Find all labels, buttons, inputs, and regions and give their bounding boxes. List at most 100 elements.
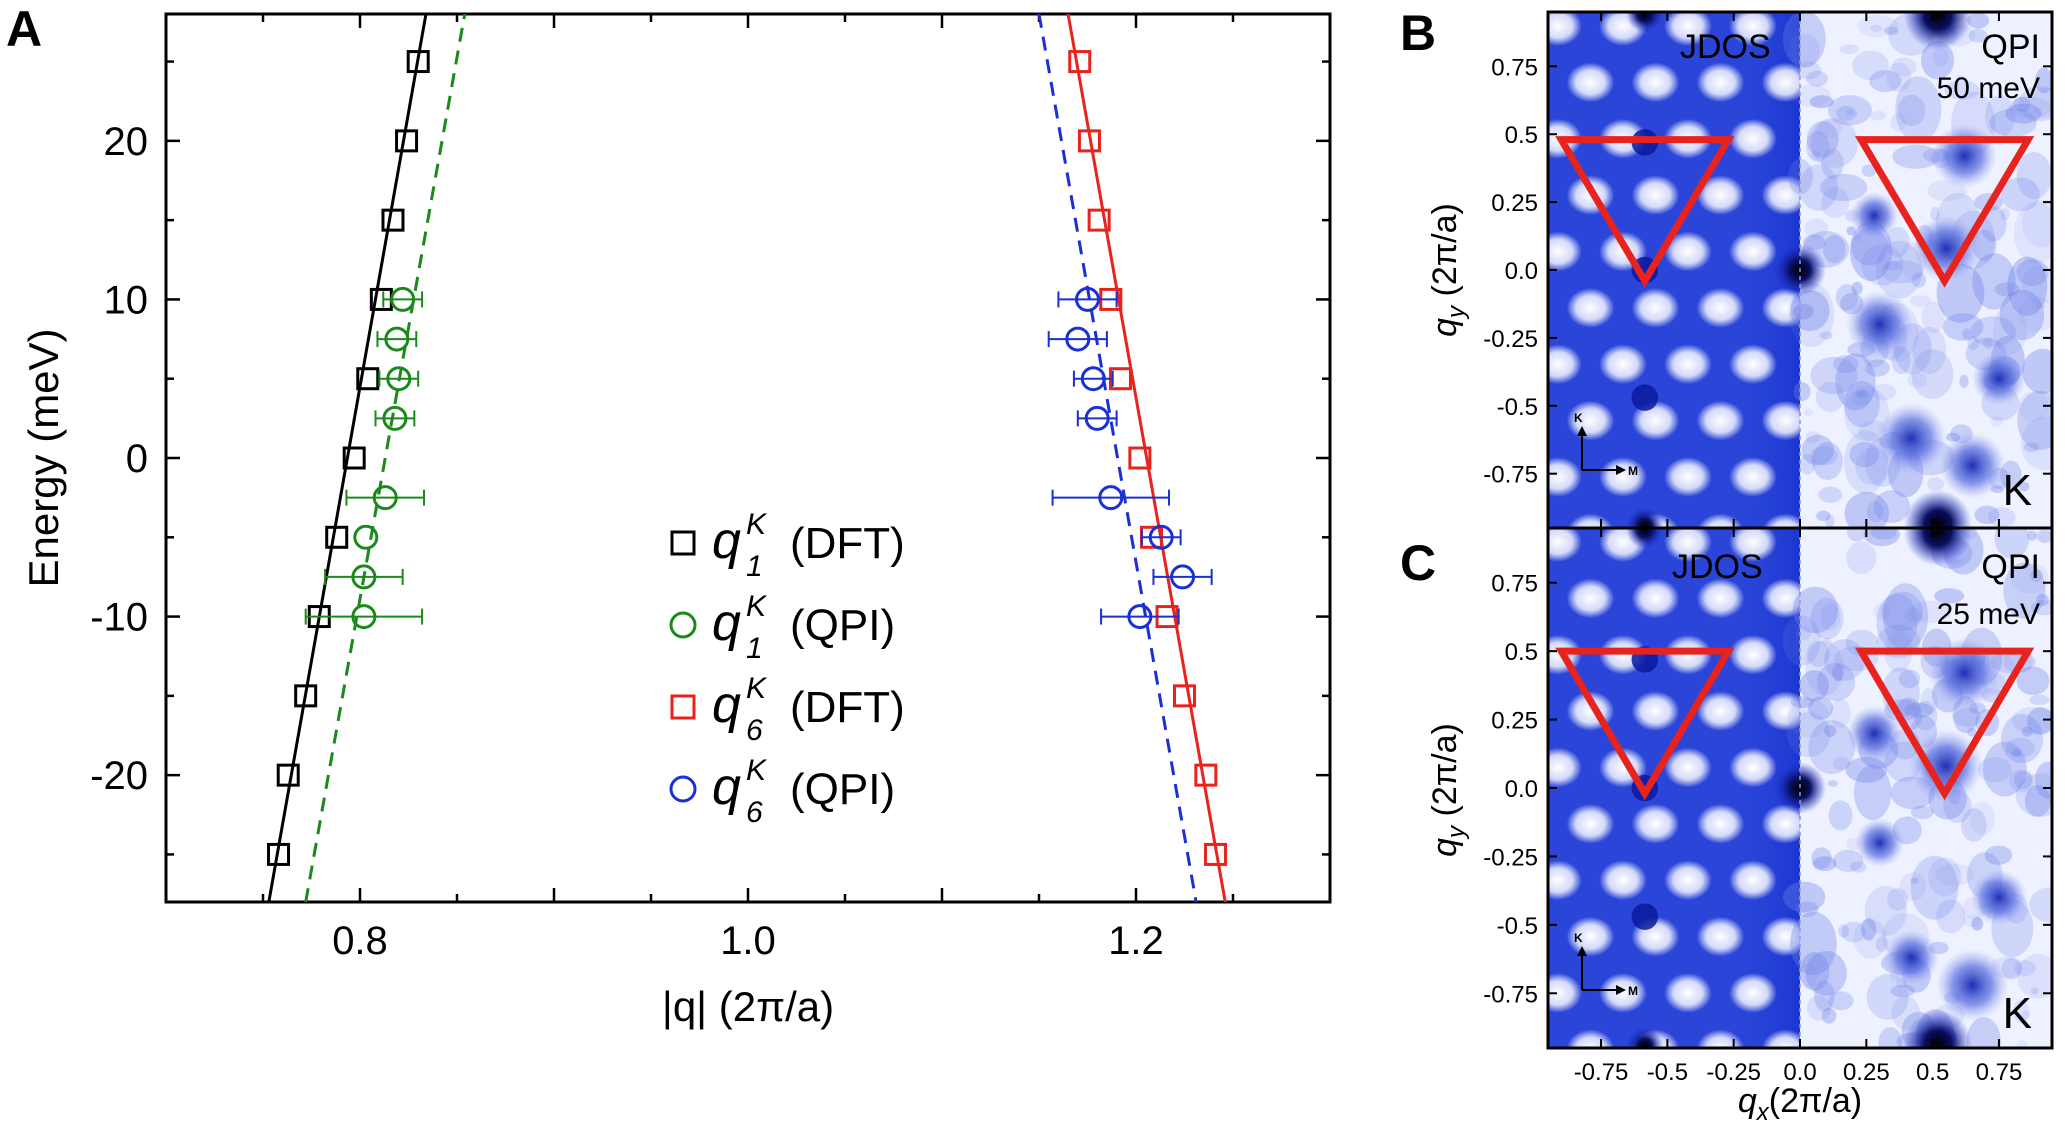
legend-subscript: 1	[746, 550, 763, 583]
panel-b-axis-glyph: KM	[1574, 411, 1638, 478]
y-tick-label: 0.75	[1491, 54, 1538, 81]
data-point-square	[1087, 208, 1111, 232]
qpi-speckle	[2000, 714, 2044, 764]
qpi-speckle	[1935, 899, 1966, 934]
jdos-bright-spot	[1631, 287, 1680, 328]
jdos-bragg-spot	[1626, 1027, 1664, 1048]
jdos-bright-spot	[1664, 634, 1712, 675]
qpi-speckle	[2018, 391, 2049, 422]
qpi-speckle	[2030, 599, 2052, 616]
qpi-speckle	[2000, 207, 2010, 221]
qpi-speckle	[2013, 201, 2052, 264]
qpi-speckle	[1832, 664, 1844, 682]
qpi-speckle	[2035, 67, 2052, 94]
qpi-speckle	[1851, 281, 1863, 295]
jdos-bright-spot	[1599, 344, 1647, 385]
qpi-speckle	[2029, 887, 2052, 923]
qpi-speckle	[1972, 253, 2016, 310]
qpi-blob	[1909, 729, 1983, 803]
qpi-speckle	[2007, 256, 2048, 316]
panel-c-y-axis-label: qy (2π/a)	[1426, 723, 1470, 857]
y-tick-label: 20	[104, 120, 149, 164]
qpi-speckle	[2011, 707, 2052, 734]
qpi-speckle	[2016, 152, 2052, 200]
jdos-bright-spot	[1761, 1029, 1810, 1048]
legend-marker-square	[670, 530, 696, 556]
qpi-speckle	[1910, 805, 1934, 820]
panel-c-qpi-label: QPI	[1981, 548, 2040, 586]
qpi-speckle	[1907, 372, 1928, 388]
qpi-speckle	[1974, 505, 2000, 525]
qpi-speckle	[1812, 441, 1843, 481]
legend-subscript: 6	[746, 714, 763, 747]
qpi-speckle	[1816, 510, 1831, 522]
qpi-speckle	[2003, 562, 2046, 619]
qpi-speckle	[1801, 434, 1834, 466]
data-point-circle	[372, 485, 398, 511]
panel-c-x-axis-label: qx(2π/a)	[1738, 1082, 1862, 1126]
qpi-speckle	[1828, 991, 1854, 1011]
panel-a-tick-labels: 0.8 1.0 1.2 -20 -10 0 10 20	[90, 120, 1164, 963]
y-tick-label: 0.25	[1491, 190, 1538, 217]
qpi-speckle	[1985, 94, 2015, 138]
qpi-speckle	[1892, 144, 1940, 169]
qpi-speckle	[1992, 304, 2027, 355]
jdos-bright-spot	[1631, 803, 1680, 844]
qpi-speckle	[1870, 24, 1883, 32]
legend-label: (DFT)	[790, 519, 905, 568]
qpi-speckle	[1806, 70, 1829, 87]
brillouin-zone-triangle	[1555, 647, 1735, 801]
qpi-speckle	[1806, 995, 1832, 1021]
legend-subscript: 1	[746, 632, 763, 665]
data-point-circle	[1148, 524, 1174, 550]
data-point-square	[1194, 763, 1218, 787]
qpi-speckle	[1967, 727, 1977, 737]
x-tick-label: 1.0	[720, 919, 776, 963]
qpi-speckle	[2035, 529, 2052, 543]
qpi-speckle	[1853, 764, 1892, 821]
panel-b-jdos-label: JDOS	[1680, 28, 1771, 66]
qpi-speckle	[1806, 121, 1839, 158]
jdos-bragg-spot	[1626, 12, 1664, 33]
qpi-speckle	[1827, 95, 1872, 126]
qpi-speckle	[2000, 177, 2040, 212]
jdos-bright-spot	[1664, 231, 1712, 272]
data-point-circle	[1075, 286, 1100, 312]
qpi-speckle	[1821, 1007, 1837, 1024]
data-point-square	[356, 367, 380, 391]
data-point-circle	[1127, 604, 1153, 630]
x-tick-label: 0.5	[1916, 1059, 1949, 1086]
glyph-right-arrowhead	[1616, 985, 1626, 995]
qpi-speckle	[1871, 383, 1896, 401]
qpi-speckle	[2027, 707, 2052, 735]
x-tick-label: 1.2	[1108, 919, 1164, 963]
jdos-bright-spot	[1729, 634, 1777, 675]
qpi-speckle	[1913, 700, 1938, 731]
qpi-speckle	[2016, 666, 2050, 696]
jdos-bright-spot	[1696, 578, 1745, 619]
y-tick-label: 0.75	[1491, 571, 1538, 598]
qpi-speckle	[1920, 687, 1939, 715]
qpi-speckle	[1790, 911, 1837, 976]
qpi-blob	[1876, 403, 1947, 474]
data-point-circle	[1084, 405, 1110, 431]
qpi-speckle	[1820, 173, 1868, 202]
qpi-speckle	[1819, 331, 1833, 340]
qpi-speckle	[1783, 881, 1826, 913]
panel-c-corner-label: K	[2003, 989, 2032, 1038]
panel-a-legend: q K1 (DFT)q K1 (QPI)q K6 (DFT)q K6 (QPI)	[669, 508, 905, 829]
qpi-speckle	[1805, 431, 1821, 444]
jdos-bright-spot	[1566, 400, 1615, 441]
qpi-speckle	[1881, 591, 1923, 632]
qpi-blob	[1972, 351, 2026, 406]
qpi-blob	[1936, 949, 2009, 1022]
jdos-bragg-spot	[1626, 528, 1664, 549]
brillouin-zone-triangle	[1854, 136, 2035, 288]
qpi-speckle	[1810, 356, 1858, 395]
y-tick-label: 0.0	[1505, 776, 1538, 803]
qpi-speckle	[1789, 282, 1835, 348]
qpi-speckle	[1793, 382, 1811, 402]
qpi-speckle	[1799, 951, 1830, 991]
qpi-speckle	[1886, 62, 1912, 93]
y-tick-label: -20	[90, 754, 148, 798]
